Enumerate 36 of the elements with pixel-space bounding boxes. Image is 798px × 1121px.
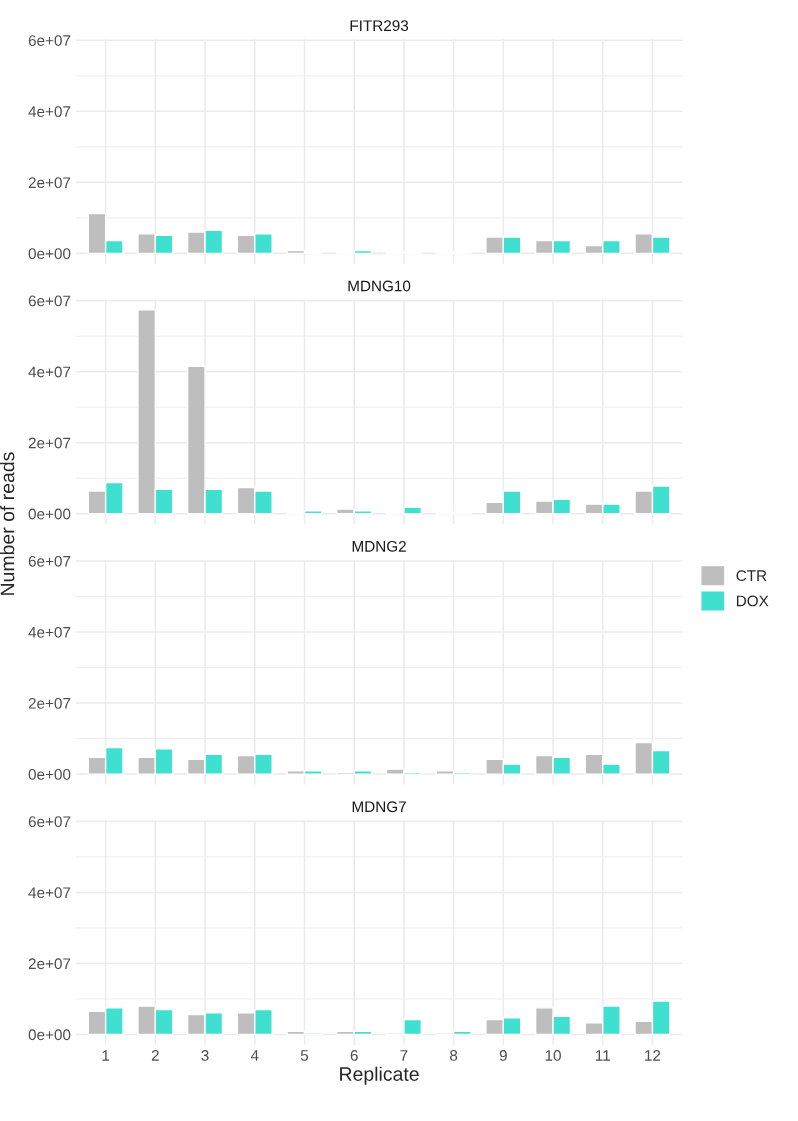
y-tick-label: 6e+07: [28, 555, 71, 567]
x-axis-title: Replicate: [340, 1066, 419, 1085]
y-tick-label: 0e+00: [28, 1029, 71, 1041]
x-tick-label: 11: [595, 1050, 610, 1061]
y-tick-label: 6e+07: [28, 295, 71, 307]
chart-title: MDNG7: [352, 801, 406, 813]
y-tick-label: 4e+07: [28, 626, 71, 638]
x-tick-label: 1: [102, 1050, 110, 1061]
x-tick-label: 2: [151, 1050, 159, 1061]
legend-label: DOX: [736, 595, 769, 607]
chart-title: FITR293: [350, 20, 409, 32]
x-tick-label: 10: [545, 1050, 561, 1061]
x-tick-label: 3: [201, 1050, 209, 1061]
y-tick-label: 0e+00: [28, 508, 71, 520]
x-tick-label: 12: [645, 1050, 661, 1061]
x-tick-label: 6: [350, 1050, 358, 1061]
y-tick-label: 0e+00: [28, 768, 71, 780]
x-tick-label: 7: [400, 1050, 408, 1061]
legend-label: CTR: [736, 570, 767, 582]
y-tick-label: 0e+00: [28, 248, 71, 260]
x-tick-label: 8: [450, 1050, 458, 1061]
y-tick-label: 2e+07: [28, 697, 71, 709]
x-tick-label: 9: [499, 1050, 507, 1061]
y-tick-label: 2e+07: [28, 177, 71, 189]
y-axis-title: Number of reads: [0, 452, 15, 595]
y-tick-label: 4e+07: [28, 106, 71, 118]
y-tick-label: 2e+07: [28, 958, 71, 970]
chart-title: MDNG10: [348, 280, 411, 292]
y-tick-label: 6e+07: [28, 35, 71, 46]
y-tick-label: 4e+07: [28, 366, 71, 378]
y-tick-label: 6e+07: [28, 816, 71, 828]
y-tick-label: 2e+07: [28, 437, 71, 449]
y-tick-label: 4e+07: [28, 887, 71, 899]
x-tick-label: 5: [300, 1050, 309, 1061]
x-tick-label: 4: [250, 1050, 259, 1061]
chart-title: MDNG2: [352, 540, 406, 552]
